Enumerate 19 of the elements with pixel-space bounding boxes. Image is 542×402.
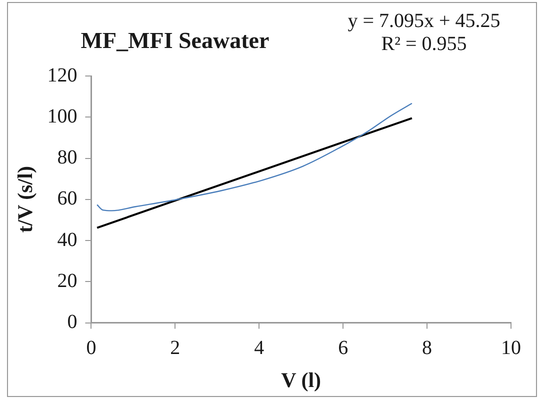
y-tick-label: 100 [47,105,78,128]
x-axis-title: V (l) [281,368,322,392]
y-tick-label: 0 [67,311,78,334]
x-tick-label: 2 [170,337,180,360]
y-tick-label: 40 [57,228,78,251]
x-tick-label: 8 [422,337,432,360]
x-tick-label: 6 [338,337,348,360]
x-tick-label: 4 [254,337,264,360]
text: y = 7.095x + 45.25 [346,10,502,33]
y-axis-title: t/V (s/l) [13,166,38,233]
y-tick-label: 80 [57,146,78,169]
chart-title: MF_MFI Seawater [80,28,270,54]
x-tick-label: 10 [501,337,521,360]
y-tick-label: 20 [57,270,78,292]
x-tick-label: 0 [86,337,96,360]
y-tick-label: 120 [47,64,78,86]
line-series [96,102,413,212]
text: R² = 0.955 [380,33,468,56]
y-tick-label: 60 [57,188,78,210]
